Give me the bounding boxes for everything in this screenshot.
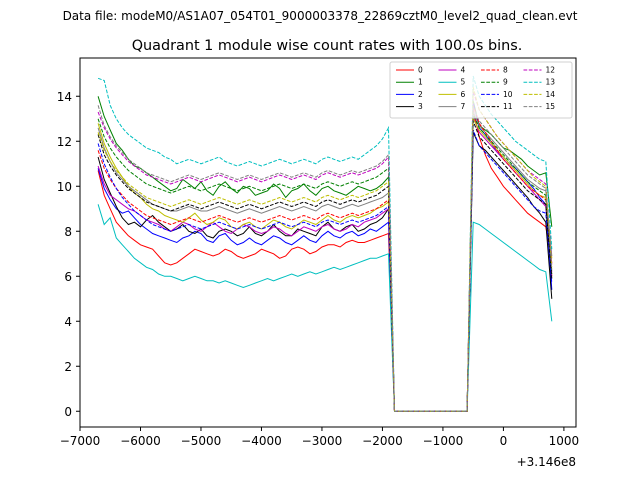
legend-label-12: 12 xyxy=(546,66,556,75)
series-line-0 xyxy=(97,109,553,412)
series-line-6 xyxy=(97,116,553,412)
x-tick-label: −4000 xyxy=(241,434,282,448)
chart-title: Quadrant 1 module wise count rates with … xyxy=(132,38,523,54)
legend-label-8: 8 xyxy=(503,66,508,75)
legend-label-10: 10 xyxy=(503,90,513,99)
y-tick-label: 8 xyxy=(64,225,72,239)
series-line-14 xyxy=(97,87,553,412)
y-tick-label: 0 xyxy=(64,405,72,419)
series-line-11 xyxy=(97,120,553,412)
legend-label-5: 5 xyxy=(461,78,466,87)
x-tick-label: −5000 xyxy=(181,434,222,448)
legend-label-6: 6 xyxy=(461,90,466,99)
y-axis: 0 2 4 6 8 10 12 14 xyxy=(57,90,80,419)
legend-label-3: 3 xyxy=(418,102,423,111)
series-line-5 xyxy=(97,204,553,412)
y-tick-label: 4 xyxy=(64,315,72,329)
series-line-4 xyxy=(97,116,553,412)
legend-label-1: 1 xyxy=(418,78,423,87)
x-tick-label: 1000 xyxy=(549,434,580,448)
legend-box xyxy=(389,61,573,119)
legend-label-15: 15 xyxy=(546,102,556,111)
legend-label-2: 2 xyxy=(418,90,423,99)
y-tick-label: 12 xyxy=(57,135,72,149)
series-line-9 xyxy=(97,114,553,412)
series-line-7 xyxy=(97,111,553,412)
series-line-1 xyxy=(97,96,553,412)
y-tick-label: 14 xyxy=(57,90,72,104)
legend-label-11: 11 xyxy=(503,102,513,111)
y-tick-label: 2 xyxy=(64,360,72,374)
legend-label-14: 14 xyxy=(546,90,556,99)
x-tick-label: −6000 xyxy=(120,434,161,448)
series-line-10 xyxy=(97,129,553,412)
plot-frame xyxy=(79,57,577,428)
legend-label-4: 4 xyxy=(461,66,466,75)
series-line-12 xyxy=(97,91,553,412)
y-tick-label: 6 xyxy=(64,270,72,284)
legend-label-7: 7 xyxy=(461,102,466,111)
x-tick-label: −7000 xyxy=(60,434,101,448)
x-tick-label: −2000 xyxy=(362,434,403,448)
legend-label-0: 0 xyxy=(418,66,423,75)
legend-label-13: 13 xyxy=(546,78,556,87)
x-tick-label: −1000 xyxy=(423,434,464,448)
legend-label-9: 9 xyxy=(503,78,508,87)
x-tick-label: 0 xyxy=(500,434,508,448)
x-axis: −7000 −6000 −5000 −4000 −3000 −2000 −1000 0 1000 xyxy=(60,427,579,448)
x-axis-offset-label: +3.146e8 xyxy=(517,455,576,469)
plot-lines xyxy=(97,75,553,412)
figure-suptitle: Data file: modeM0/AS1A07_054T01_90000033… xyxy=(63,9,578,23)
y-tick-label: 10 xyxy=(57,180,72,194)
x-tick-label: −3000 xyxy=(302,434,343,448)
